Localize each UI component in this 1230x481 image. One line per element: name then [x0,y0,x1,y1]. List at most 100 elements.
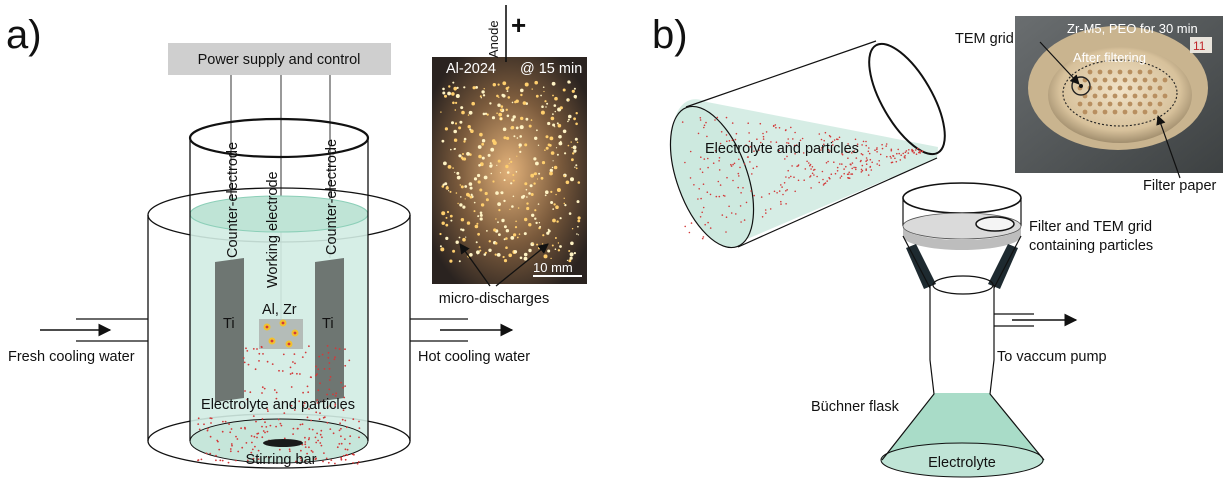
particle [292,361,294,363]
particle [338,443,341,445]
particle [699,117,702,119]
filter-hole [1112,109,1118,115]
sparkle [510,182,513,185]
sparkle [447,165,452,169]
sparkle [480,203,485,207]
particle [786,189,788,191]
particle [898,152,900,155]
sparkle [491,116,496,120]
particle [242,357,245,359]
particle [209,417,212,419]
particle [215,459,217,462]
particle [241,446,244,449]
sparkle [510,160,513,163]
particle [267,410,269,412]
particle [221,430,224,433]
particle [333,358,336,361]
particle [756,138,758,140]
particle [256,436,258,439]
particle [700,197,702,200]
particle [358,436,360,439]
sparkle [552,113,554,115]
sparkle [531,213,535,217]
particle [717,180,720,183]
filter-hole [1092,109,1098,115]
particle [859,160,862,163]
filter-hole [1157,85,1163,91]
sparkle [573,94,577,99]
particle [344,348,346,351]
tilted-opening [868,42,946,156]
sparkle [517,207,520,209]
after-filtering-label: After filtering [1073,50,1146,65]
sparkle [567,144,570,147]
sparkle [473,177,478,181]
power-supply-box [168,43,391,75]
particle [759,122,762,125]
sparkle [512,115,516,119]
particle [332,393,334,396]
particle [352,418,355,421]
particle [345,426,348,429]
discharge-arrow-right [495,243,549,287]
sparkle [524,82,529,87]
particle [918,151,920,154]
counter-electrode-left-label: Counter-electrode [225,142,241,258]
particle [803,179,805,181]
particle [299,457,302,459]
particle [702,236,705,238]
sparkle [457,202,459,205]
fresh-water-label: Fresh cooling water [8,349,135,365]
tem-grid-on-filter [975,216,1015,232]
sparkle [505,246,508,249]
filter-hole [1122,109,1128,115]
particle [230,428,233,430]
particle [356,462,359,465]
sparkle [446,210,450,214]
particle [703,158,706,160]
particle [775,141,778,143]
particle [841,163,843,165]
sparkle [459,203,463,207]
sparkle [542,86,545,88]
sparkle [462,157,467,161]
sparkle [506,136,510,140]
particle [316,373,318,375]
sparkle [523,256,528,261]
particle [821,147,823,149]
particle [764,209,767,211]
particle [756,165,758,168]
sparkle [563,197,565,199]
particle [865,140,867,143]
particle [876,148,878,151]
sparkle [489,162,492,165]
particle [740,221,742,223]
particle [251,441,253,444]
sparkle [461,228,465,232]
particle [316,399,319,401]
particle [216,439,219,442]
anode-plus: + [511,10,526,40]
particle [278,448,281,451]
particle [801,137,804,140]
particle [721,214,724,216]
particle [874,149,876,151]
sparkle [540,94,542,97]
sparkle [481,142,485,146]
particle [895,160,898,163]
particle [869,166,871,168]
sparkle [544,194,547,197]
particle [788,177,790,179]
panel-a: a) Power supply and control Fresh coolin… [6,5,587,469]
particle [921,150,924,153]
particle [746,156,749,158]
particle [812,169,815,171]
particle [836,166,839,169]
sparkle [505,237,508,240]
sparkle [522,101,527,105]
sparkle [552,160,554,162]
filter-hole [1097,69,1103,75]
filter-hole [1132,109,1138,115]
sparkle [471,101,476,106]
sparkle [483,253,487,256]
